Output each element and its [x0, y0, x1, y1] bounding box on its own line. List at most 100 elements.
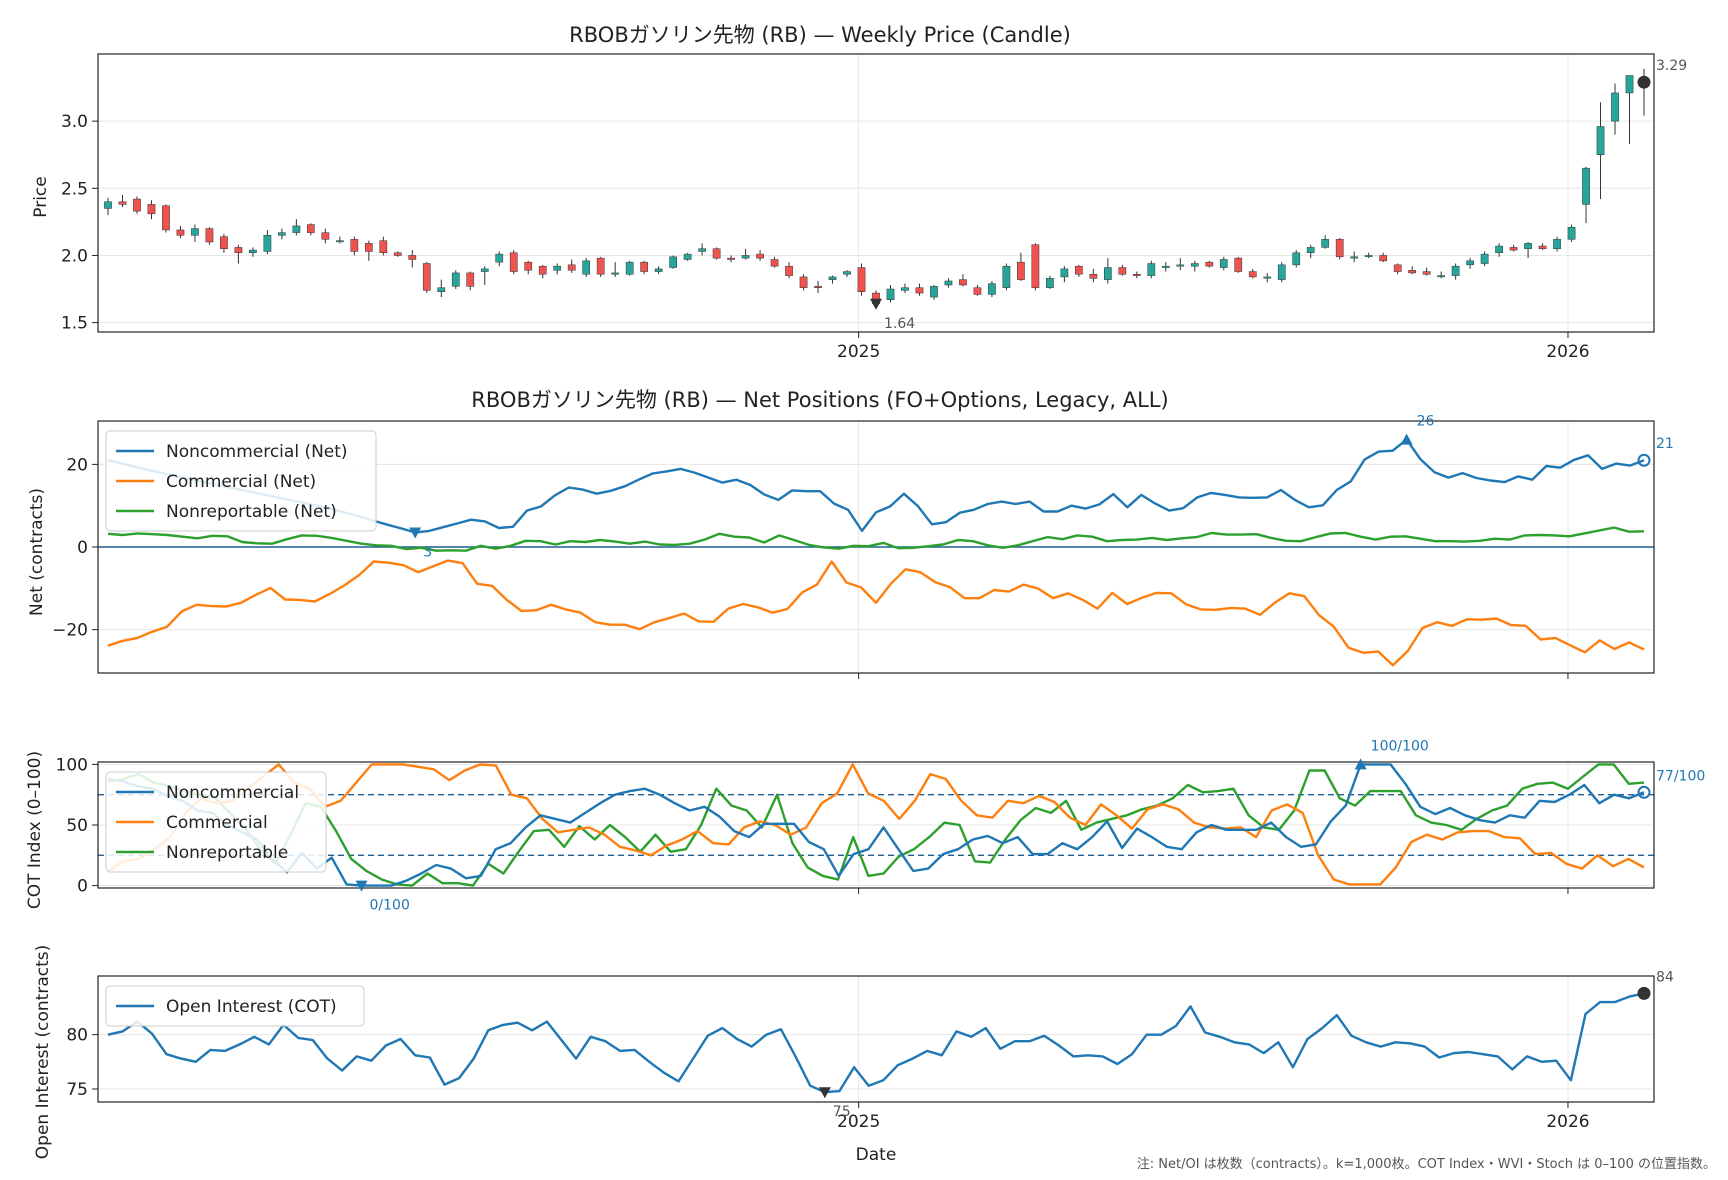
y-tick-label: 0 — [77, 877, 88, 897]
candle-body — [1393, 264, 1402, 272]
y-tick-label: 80 — [66, 1026, 88, 1046]
x-tick-label: 2026 — [1546, 342, 1589, 362]
series-line — [107, 559, 1645, 667]
candle — [538, 264, 547, 279]
candle-body — [524, 261, 533, 271]
candle-body — [1553, 239, 1561, 249]
legend-box — [105, 771, 327, 873]
candle — [843, 270, 851, 277]
candle-body — [191, 228, 199, 236]
candle-body — [509, 252, 518, 272]
candle-body — [1509, 247, 1518, 251]
min-value-label: 1.64 — [884, 316, 915, 332]
candle-body — [437, 287, 446, 292]
candle — [133, 196, 141, 214]
candle — [1451, 263, 1460, 280]
candle — [944, 278, 953, 288]
price-ylabel: Price — [31, 176, 51, 217]
candle — [1350, 251, 1359, 263]
candle-body — [1263, 276, 1272, 279]
net-legend: Noncommercial (Net) Commercial (Net) Nonre… — [105, 430, 377, 532]
price-candles — [104, 68, 1648, 305]
candle-body — [408, 255, 417, 260]
candle — [422, 262, 431, 294]
candle-body — [1017, 261, 1025, 280]
series-line — [107, 763, 1645, 887]
candle — [118, 195, 127, 208]
candle-body — [422, 263, 431, 291]
candle-body — [1466, 260, 1474, 266]
candle-body — [553, 265, 562, 271]
candle — [567, 259, 576, 273]
candle-body — [596, 257, 605, 275]
candle — [1422, 267, 1431, 276]
candle — [654, 266, 663, 275]
candle — [191, 224, 199, 243]
candle — [234, 244, 243, 264]
candle-body — [1176, 264, 1185, 267]
candle-body — [1321, 239, 1330, 248]
candle-body — [1060, 268, 1069, 278]
candle — [886, 284, 895, 303]
candle-body — [1611, 92, 1619, 122]
candle-body — [220, 236, 228, 249]
candle — [379, 236, 388, 256]
candle — [437, 279, 446, 298]
last-value-label: 3.29 — [1656, 58, 1687, 74]
candle — [669, 255, 677, 269]
x-tick-label: 2026 — [1546, 1112, 1589, 1132]
candle-body — [480, 268, 489, 272]
candle — [509, 250, 518, 275]
candle-body — [741, 255, 750, 259]
candle-body — [451, 272, 460, 287]
candle — [1538, 243, 1547, 251]
oi-ylabel: Open Interest (contracts) — [33, 945, 53, 1159]
candle — [625, 260, 634, 276]
candle-body — [1495, 245, 1503, 254]
candle — [915, 283, 924, 296]
candle — [1480, 251, 1489, 267]
candle — [727, 255, 735, 263]
candle-body — [959, 279, 967, 286]
y-tick-label: 50 — [66, 816, 88, 836]
candle-body — [176, 229, 185, 236]
last-value-marker — [1637, 75, 1651, 89]
candle-body — [1046, 278, 1054, 288]
net-annotations: 26 3 21 — [409, 414, 1674, 561]
series-line — [107, 526, 1645, 552]
candle-body — [1480, 253, 1489, 264]
series-line — [107, 992, 1645, 1094]
candle — [640, 260, 649, 275]
candle — [1205, 260, 1214, 268]
candle — [596, 256, 605, 277]
candle-body — [1524, 243, 1532, 249]
candle-body — [973, 287, 982, 295]
candle — [582, 258, 591, 277]
candle — [408, 250, 417, 268]
candle — [307, 223, 315, 236]
candle-body — [278, 232, 286, 236]
candle-body — [1596, 126, 1605, 155]
candle-body — [292, 225, 301, 233]
last-value-marker — [1637, 785, 1651, 799]
candle — [1408, 266, 1417, 275]
candle-body — [1031, 244, 1040, 288]
y-tick-label: 100 — [56, 755, 88, 775]
candle — [292, 219, 301, 236]
price-plot-frame — [97, 53, 1655, 333]
candle — [1017, 252, 1025, 281]
candle-body — [118, 201, 127, 205]
candle — [147, 200, 156, 220]
candle-body — [350, 239, 359, 252]
candle — [249, 247, 257, 257]
candle-body — [640, 261, 649, 272]
candle-body — [1408, 269, 1417, 274]
candle-body — [611, 272, 620, 275]
candle — [364, 240, 373, 261]
candle-body — [930, 286, 938, 298]
candle — [1495, 243, 1503, 257]
min-marker — [355, 880, 368, 892]
oi-annotations: 75 84 — [818, 969, 1674, 1120]
min-value-label: 0/100 — [370, 898, 410, 914]
candle-body — [1379, 255, 1388, 262]
